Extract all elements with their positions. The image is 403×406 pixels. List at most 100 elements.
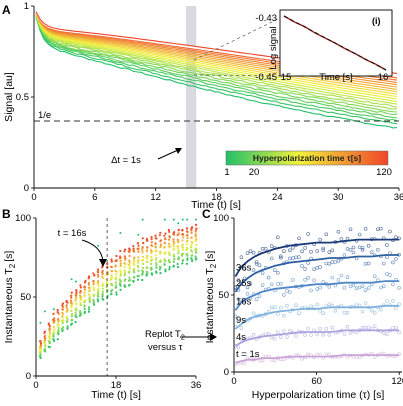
- panel-b-point: [163, 246, 166, 249]
- panel-c-point: [275, 235, 280, 240]
- panel-c-point: [345, 275, 350, 280]
- panel-c-point: [324, 261, 329, 266]
- panel-b-point: [115, 276, 118, 279]
- panel-b-point: [97, 280, 100, 283]
- panel-c-point: [321, 280, 326, 284]
- inset-lines: [283, 15, 387, 71]
- panel-b-point: [114, 278, 117, 281]
- panel-a-ytick-label: 0.5: [16, 92, 29, 103]
- panel-c-point: [254, 262, 259, 266]
- panel-c-ytick-label: 100: [213, 213, 229, 224]
- panel-b-point: [52, 330, 56, 333]
- panel-c-point: [281, 329, 286, 333]
- panel-b-point: [61, 311, 64, 315]
- panel-c-point: [306, 275, 310, 280]
- panel-c-point: [385, 332, 389, 336]
- panel-a-curve: [35, 14, 398, 108]
- panel-b-point: [70, 309, 73, 312]
- panel-b-point: [172, 260, 175, 263]
- panel-c-point: [366, 325, 371, 330]
- inset-xtick-left: 15: [281, 72, 292, 83]
- panel-b-point: [185, 262, 188, 265]
- panel-b-point: [65, 304, 68, 307]
- panel-c-point: [363, 227, 368, 231]
- panel-c-point: [236, 345, 241, 350]
- panel-b-point: [133, 260, 136, 263]
- panel-c-point: [275, 270, 280, 275]
- panel-c-point: [288, 290, 292, 294]
- panel-a-plot: 1/e 0 6 12 18 24 30 36 00.51 Time (t) [s] Sign…: [3, 1, 403, 211]
- panel-b-point: [56, 308, 59, 312]
- panel-c-point: [381, 331, 386, 336]
- panel-b-xlabel: Time (t) [s]: [91, 389, 141, 401]
- panel-b-point: [87, 310, 91, 313]
- panel-b-point: [43, 335, 46, 338]
- panel-b-point: [146, 254, 149, 257]
- panel-b-point: [56, 338, 59, 341]
- panel-c-point: [394, 306, 398, 310]
- panel-b-point: [47, 322, 50, 325]
- panel-c-point: [288, 248, 292, 253]
- panel-b-outlier: [39, 321, 42, 324]
- panel-c-point: [333, 308, 338, 313]
- panel-a-curve: [35, 14, 398, 105]
- panel-c-point: [306, 232, 310, 236]
- panel-c-series: [233, 226, 401, 366]
- panel-c-fit-line: [234, 254, 400, 293]
- panel-b-point: [168, 254, 171, 257]
- panel-b-point: [194, 247, 197, 250]
- panel-c-xtick-label: 120: [391, 376, 403, 387]
- panel-b-point: [159, 239, 162, 242]
- panel-c-point: [363, 301, 368, 305]
- panel-c-point: [345, 310, 350, 315]
- panel-b-point: [128, 276, 131, 279]
- panel-a-ytick-label: 0: [24, 183, 29, 194]
- panel-a-xtick-label: 0: [31, 192, 36, 203]
- panel-c-point: [297, 311, 301, 316]
- panel-c-point: [309, 333, 313, 337]
- panel-b-point: [79, 284, 82, 287]
- panel-b-point: [181, 239, 184, 242]
- panel-c-point: [385, 243, 389, 247]
- panel-b-point: [168, 268, 171, 271]
- panel-c-point: [366, 286, 371, 290]
- panel-b-ylabel-sub: 2: [8, 263, 17, 268]
- panel-c-point: [336, 278, 341, 282]
- panel-b-point: [141, 278, 144, 282]
- panel-b-point: [155, 261, 158, 265]
- panel-a-xtick-label: 24: [272, 192, 283, 203]
- panel-b-point: [172, 245, 175, 248]
- panel-c-ylabel: Instantaneous T2[s]: [204, 251, 218, 344]
- panel-c-point: [354, 286, 359, 291]
- panel-c-point: [372, 324, 377, 329]
- panel-b-point: [159, 245, 162, 248]
- panel-b-point: [48, 328, 51, 331]
- panel-c-point: [306, 352, 310, 357]
- panel-b-point: [164, 251, 167, 254]
- panel-b-point: [141, 249, 144, 252]
- panel-b-point: [137, 250, 140, 253]
- panel-c-point: [315, 265, 320, 270]
- panel-b-point: [150, 262, 153, 265]
- panel-c-point: [269, 244, 274, 248]
- panel-b-point: [70, 315, 73, 318]
- panel-b-point: [128, 283, 131, 286]
- panel-c-point: [272, 358, 277, 363]
- panel-b-point: [61, 315, 64, 318]
- panel-c-point: [321, 248, 326, 252]
- panel-b-point: [176, 247, 179, 250]
- panel-b-point: [109, 278, 113, 281]
- panel-b-t16-label: t = 16s: [58, 228, 87, 239]
- panel-b-point: [75, 296, 78, 299]
- panel-b-point: [75, 289, 78, 292]
- panel-b-point: [191, 254, 194, 257]
- panel-b-point: [96, 292, 100, 295]
- panel-b-point: [145, 249, 148, 252]
- panel-b-point: [133, 263, 136, 266]
- panel-b-point: [118, 278, 121, 281]
- panel-c-point: [306, 261, 310, 265]
- panel-b-point: [194, 258, 197, 261]
- inset-ytick-bottom: -0.45: [255, 72, 277, 83]
- panel-b-ylabel-main: Instantaneous T: [3, 268, 15, 344]
- panel-c-point: [351, 245, 356, 250]
